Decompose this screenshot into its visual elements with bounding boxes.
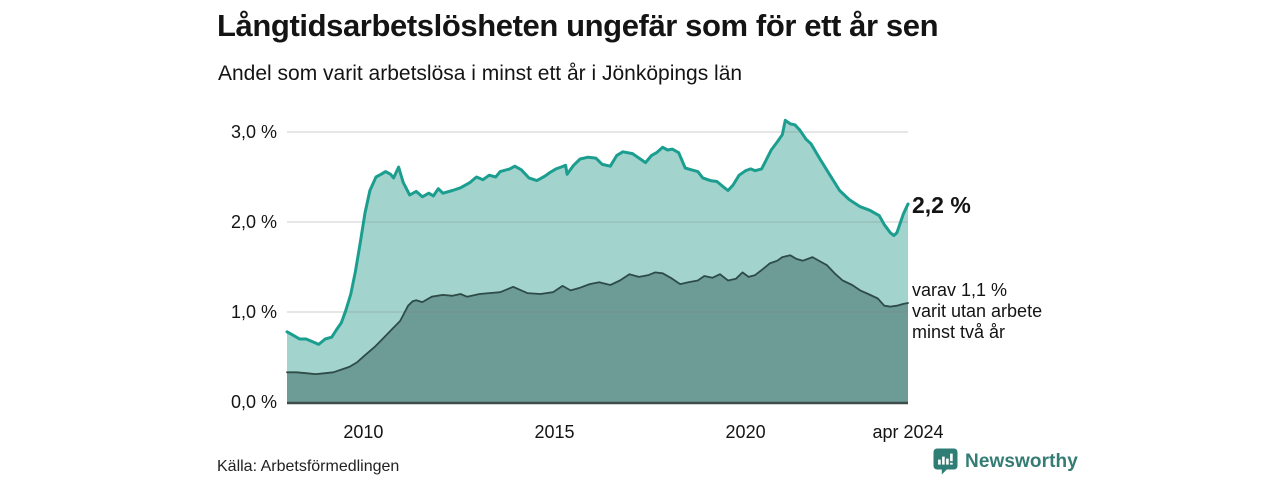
- total-end-label: 2,2 %: [912, 192, 971, 218]
- y-axis-tick-label: 2,0 %: [230, 212, 277, 232]
- subset-end-label-line1: varav 1,1 %: [912, 280, 1008, 300]
- source-credit: Källa: Arbetsförmedlingen: [217, 458, 400, 475]
- series-line-arbetslosa-minst-ett-ar: [285, 118, 910, 346]
- y-axis-tick-label: 3,0 %: [230, 122, 277, 142]
- newsworthy-wordmark: Newsworthy: [965, 450, 1078, 472]
- x-axis-tick-label: 2020: [725, 422, 766, 442]
- newsworthy-branding: Newsworthy: [933, 448, 1078, 475]
- subset-end-label-line3: minst två år: [912, 322, 1006, 342]
- y-axis-tick-label: 0,0 %: [230, 392, 277, 412]
- series-area-arbetslosa-minst-tva-ar: [287, 255, 908, 402]
- newsworthy-logo-icon: [933, 448, 958, 475]
- x-axis-tick-label: 2010: [343, 422, 384, 442]
- gridlines: [287, 131, 908, 313]
- x-axis-tick-label: apr 2024: [872, 422, 944, 442]
- y-axis-tick-label: 1,0 %: [230, 302, 277, 322]
- subset-end-label: varav 1,1 % varit utan arbete minst två …: [912, 280, 1042, 343]
- area-fills: [287, 120, 908, 403]
- subset-end-label-line2: varit utan arbete: [912, 301, 1043, 321]
- series-lines: [285, 118, 910, 375]
- chart-subtitle: Andel som varit arbetslösa i minst ett å…: [218, 62, 743, 85]
- x-axis-tick-label: 2015: [534, 422, 575, 442]
- series-line-arbetslosa-minst-tva-ar: [286, 254, 909, 375]
- chart-title: Långtidsarbetslösheten ungefär som för e…: [217, 8, 939, 43]
